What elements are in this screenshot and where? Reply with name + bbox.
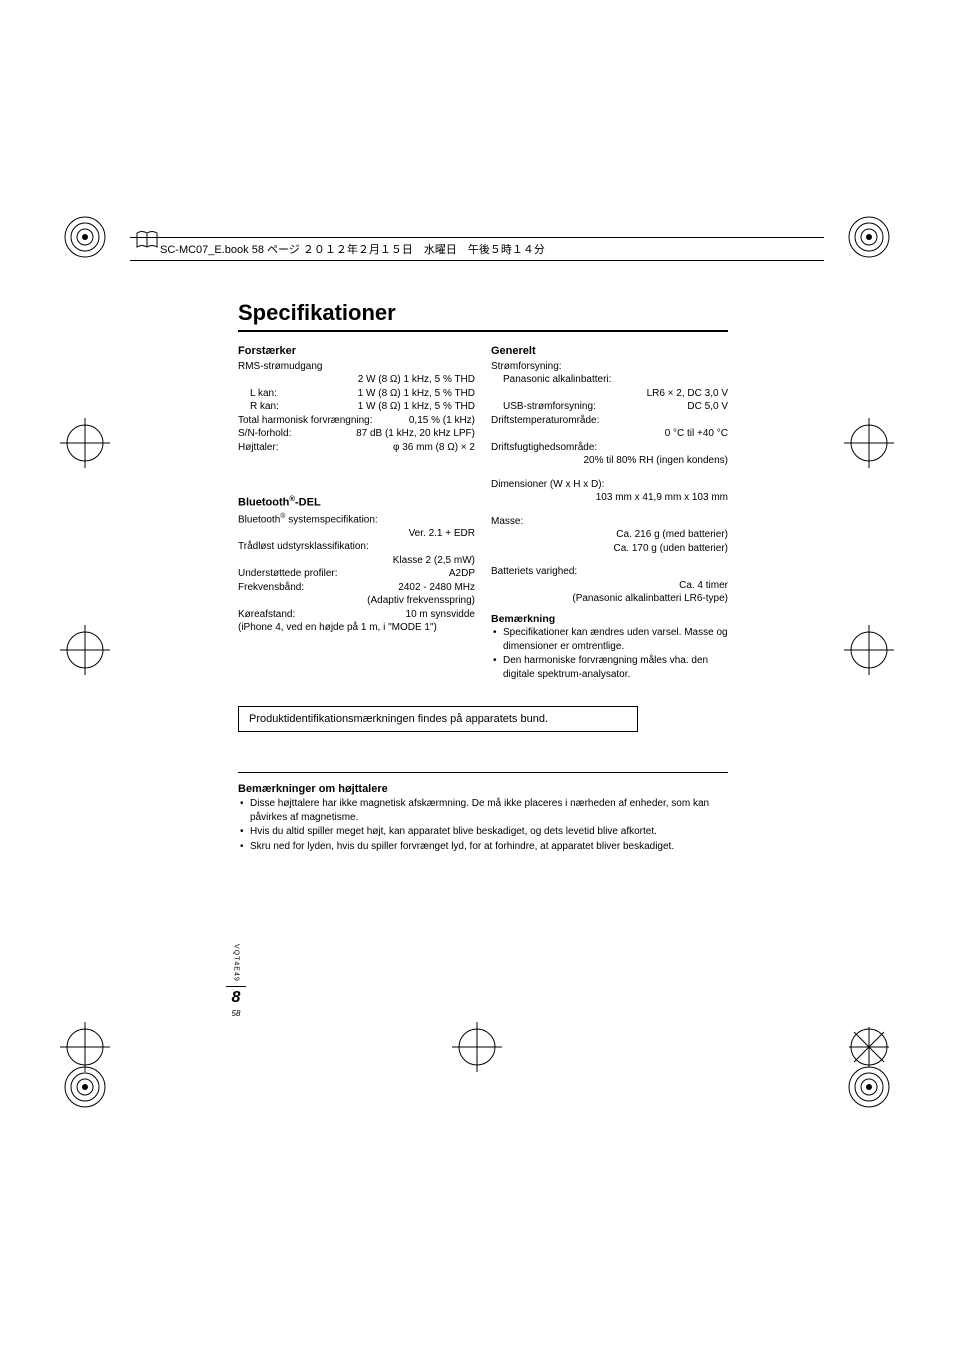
bt-freq-value: 2402 - 2480 MHz: [304, 581, 475, 595]
dimensions-value: 103 mm x 41,9 mm x 103 mm: [491, 491, 728, 505]
temp-value: 0 °C til +40 °C: [491, 427, 728, 441]
battery-life-note: (Panasonic alkalinbatteri LR6-type): [491, 592, 728, 606]
reg-mark: [844, 625, 894, 675]
mass-label: Masse:: [491, 515, 728, 529]
dimensions-label: Dimensioner (W x H x D):: [491, 478, 728, 492]
bt-freq-label: Frekvensbånd:: [238, 581, 304, 595]
reg-mark: [844, 212, 894, 262]
humidity-label: Driftsfugtighedsområde:: [491, 441, 728, 455]
page-content: Specifikationer Forstærker RMS-strømudga…: [238, 300, 728, 854]
bt-range-value: 10 m synsvidde: [295, 608, 475, 622]
reg-mark: [844, 1062, 894, 1112]
bt-freq-note: (Adaptiv frekvensspring): [238, 594, 475, 608]
reg-mark: [60, 625, 110, 675]
page-number-large: 8: [226, 989, 246, 1007]
bt-spec-value: Ver. 2.1 + EDR: [238, 527, 475, 541]
page-side-info: VQT4E49 8 58: [226, 944, 246, 1018]
bt-profile-value: A2DP: [338, 567, 476, 581]
l-channel-label: L kan:: [250, 387, 277, 401]
r-channel-label: R kan:: [250, 400, 279, 414]
rms-label: RMS-strømudgang: [238, 360, 475, 374]
bt-profile-label: Understøttede profiler:: [238, 567, 338, 581]
reg-mark: [60, 212, 110, 262]
header-bar: SC-MC07_E.book 58 ページ ２０１２年２月１５日 水曜日 午後５…: [130, 237, 824, 261]
l-channel-value: 1 W (8 Ω) 1 kHz, 5 % THD: [277, 387, 475, 401]
sn-value: 87 dB (1 kHz, 20 kHz LPF): [291, 427, 475, 441]
usb-label: USB-strømforsyning:: [503, 400, 596, 414]
page-number-small: 58: [226, 1009, 246, 1018]
right-column: Generelt Strømforsyning: Panasonic alkal…: [491, 344, 728, 682]
battery-life-value: Ca. 4 timer: [491, 579, 728, 593]
bt-range-note: (iPhone 4, ved en højde på 1 m, i "MODE …: [238, 621, 475, 635]
reg-mark: [60, 418, 110, 468]
amp-heading: Forstærker: [238, 344, 475, 359]
header-text: SC-MC07_E.book 58 ページ ２０１２年２月１５日 水曜日 午後５…: [160, 241, 545, 257]
bluetooth-heading: Bluetooth®-DEL: [238, 494, 475, 511]
general-heading: Generelt: [491, 344, 728, 359]
remark-heading: Bemærkning: [491, 612, 728, 626]
page-title: Specifikationer: [238, 300, 728, 326]
bt-class-value: Klasse 2 (2,5 mW): [238, 554, 475, 568]
speakers-heading: Bemærkninger om højttalere: [238, 783, 728, 795]
mass-value-1: Ca. 216 g (med batterier): [491, 528, 728, 542]
thd-label: Total harmonisk forvrængning:: [238, 414, 373, 428]
humidity-value: 20% til 80% RH (ingen kondens): [491, 454, 728, 468]
battery-value: LR6 × 2, DC 3,0 V: [491, 387, 728, 401]
title-rule: [238, 330, 728, 332]
power-supply-label: Strømforsyning:: [491, 360, 728, 374]
speakers-item: Skru ned for lyden, hvis du spiller forv…: [238, 840, 728, 854]
bt-range-label: Køreafstand:: [238, 608, 295, 622]
doc-code: VQT4E49: [233, 944, 240, 982]
speaker-value: φ 36 mm (8 Ω) × 2: [279, 441, 475, 455]
mass-value-2: Ca. 170 g (uden batterier): [491, 542, 728, 556]
remark-item: Den harmoniske forvrængning måles vha. d…: [491, 654, 728, 681]
product-id-note: Produktidentifikationsmærkningen findes …: [238, 706, 638, 732]
battery-life-label: Batteriets varighed:: [491, 565, 728, 579]
remark-item: Specifikationer kan ændres uden varsel. …: [491, 626, 728, 653]
bt-spec-label: Bluetooth® systemspecifikation:: [238, 512, 475, 527]
reg-mark: [844, 418, 894, 468]
left-column: Forstærker RMS-strømudgang 2 W (8 Ω) 1 k…: [238, 344, 475, 682]
temp-label: Driftstemperaturområde:: [491, 414, 728, 428]
usb-value: DC 5,0 V: [596, 400, 728, 414]
speakers-item: Hvis du altid spiller meget højt, kan ap…: [238, 825, 728, 839]
speaker-label: Højttaler:: [238, 441, 279, 455]
thd-value: 0,15 % (1 kHz): [373, 414, 475, 428]
reg-mark: [60, 1062, 110, 1112]
rms-value: 2 W (8 Ω) 1 kHz, 5 % THD: [238, 373, 475, 387]
bt-class-label: Trådløst udstyrsklassifikation:: [238, 540, 475, 554]
sn-label: S/N-forhold:: [238, 427, 291, 441]
battery-label: Panasonic alkalinbatteri:: [491, 373, 728, 387]
speakers-list: Disse højttalere har ikke magnetisk afsk…: [238, 797, 728, 853]
section-rule: [238, 772, 728, 773]
r-channel-value: 1 W (8 Ω) 1 kHz, 5 % THD: [279, 400, 475, 414]
reg-mark: [452, 1022, 502, 1072]
remark-list: Specifikationer kan ændres uden varsel. …: [491, 626, 728, 681]
speakers-item: Disse højttalere har ikke magnetisk afsk…: [238, 797, 728, 824]
